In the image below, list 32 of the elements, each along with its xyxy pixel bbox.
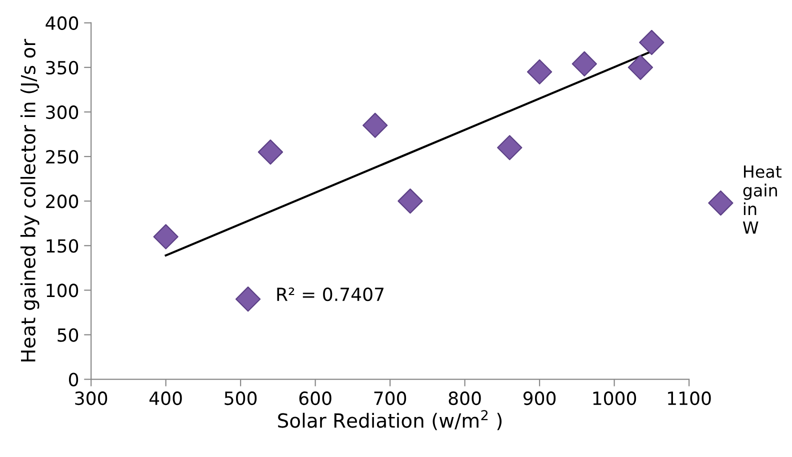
point bbox=[526, 59, 552, 84]
y-tick-label: 350 bbox=[46, 60, 78, 75]
x-axis-title: Solar Rediation (w/m$^{2}$ ) bbox=[278, 410, 502, 430]
annotation: R² = 0.7407 bbox=[277, 287, 384, 302]
point bbox=[153, 224, 178, 250]
point bbox=[235, 286, 261, 312]
x-tick-label: 1100 bbox=[668, 391, 711, 406]
point bbox=[572, 51, 597, 76]
y-tick-label: 250 bbox=[46, 150, 78, 164]
x-tick-label: 400 bbox=[149, 391, 182, 406]
x-tick-label: 700 bbox=[374, 391, 406, 406]
point bbox=[398, 188, 423, 214]
y-tick-label: 200 bbox=[46, 194, 78, 208]
y-tick-label: 0 bbox=[68, 372, 78, 386]
y-axis-title: Heat gained by collector in (J/s or bbox=[20, 38, 40, 362]
x-tick-label: 600 bbox=[299, 391, 332, 406]
y-tick-label: 400 bbox=[46, 16, 78, 30]
point bbox=[258, 139, 284, 165]
legend-label: Heat gain in W bbox=[742, 166, 782, 234]
x-tick-label: 900 bbox=[523, 391, 556, 406]
point bbox=[497, 135, 522, 160]
x-tick-label: 1000 bbox=[593, 391, 636, 406]
y-tick-label: 50 bbox=[58, 328, 78, 342]
y-tick-label: 100 bbox=[46, 284, 78, 298]
point bbox=[628, 54, 654, 80]
x-tick-label: 300 bbox=[75, 391, 108, 406]
x-tick-label: 500 bbox=[224, 391, 257, 406]
point bbox=[362, 112, 388, 138]
y-tick-label: 150 bbox=[46, 239, 78, 253]
y-tick-label: 300 bbox=[46, 105, 78, 120]
x-tick-label: 800 bbox=[448, 391, 481, 406]
point bbox=[639, 30, 664, 56]
